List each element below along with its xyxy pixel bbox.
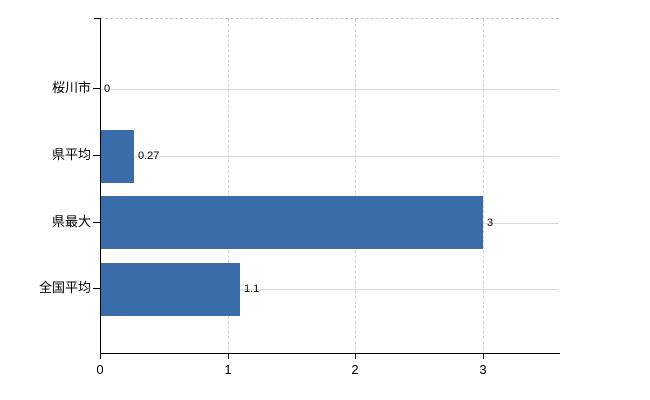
gridline-vertical <box>355 19 356 354</box>
gridline-vertical <box>228 19 229 354</box>
x-tick-mark <box>100 353 101 359</box>
category-label: 県平均 <box>51 147 91 162</box>
bar <box>100 263 240 316</box>
category-label: 全国平均 <box>38 280 91 295</box>
bar-value-label: 0.27 <box>138 150 160 162</box>
gridline-horizontal <box>100 89 559 90</box>
y-tick-mark <box>93 88 100 89</box>
bar <box>100 196 483 249</box>
x-tick-label: 3 <box>479 362 487 377</box>
x-tick-mark <box>483 353 484 359</box>
x-tick-label: 0 <box>96 362 104 377</box>
y-tick-mark <box>93 155 100 156</box>
y-tick-mark <box>93 222 100 223</box>
bar-value-label: 1.1 <box>244 283 260 295</box>
gridline-horizontal <box>100 289 559 290</box>
bar-value-label: 0 <box>104 83 111 95</box>
y-tick-mark <box>93 288 100 289</box>
x-tick-label: 2 <box>351 362 359 377</box>
gridline-vertical <box>483 19 484 354</box>
bar <box>100 130 134 183</box>
y-axis-end-tick <box>94 18 100 19</box>
category-label: 桜川市 <box>51 80 91 95</box>
x-tick-mark <box>355 353 356 359</box>
x-tick-mark <box>228 353 229 359</box>
bar-value-label: 3 <box>487 217 494 229</box>
x-tick-label: 1 <box>224 362 232 377</box>
x-axis <box>100 353 560 354</box>
gridline-horizontal <box>100 156 559 157</box>
category-label: 県最大 <box>51 214 91 229</box>
y-axis <box>100 18 101 353</box>
plot-area: 0 0.27 3 1.1 <box>100 18 559 354</box>
